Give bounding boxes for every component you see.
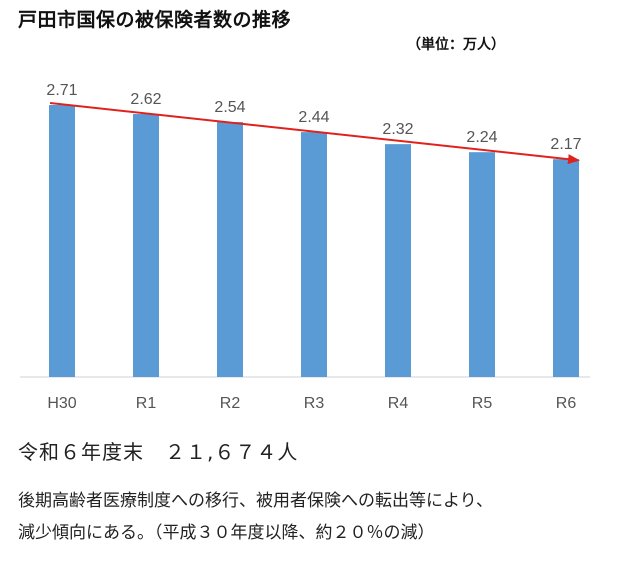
note-line-1: 後期高齢者医療制度への移行、被用者保険への転出等により、 [18,491,493,511]
value-label-r6: 2.17 [550,136,581,153]
value-label-h30: 2.71 [46,82,77,99]
bar-r3 [301,132,327,377]
value-label-r1: 2.62 [130,91,161,108]
x-tick-label-h30: H30 [47,395,76,412]
bar-h30 [49,105,75,377]
x-tick-label-r1: R1 [136,395,157,412]
chart-title: 戸田市国保の被保険者数の推移 [18,9,292,31]
bar-r1 [133,114,159,378]
x-tick-label-r3: R3 [304,395,325,412]
x-tick-label-r5: R5 [472,395,493,412]
bar-chart: 2.71 2.62 2.54 2.44 2.32 2.24 2.17 H30 R1 R2 R3 R4… [20,82,590,412]
value-label-r2: 2.54 [214,99,245,116]
value-label-r3: 2.44 [298,109,329,126]
fiscal-year-end-summary: 令和６年度末 ２１,６７４人 [18,440,299,464]
value-label-r5: 2.24 [466,129,497,146]
note-line-2: 減少傾向にある。（平成３０年度以降、約２０％の減） [18,523,435,543]
bar-r4 [385,144,411,377]
trend-arrow [49,102,580,165]
bar-r2 [217,122,243,377]
bar-r6 [553,159,579,377]
x-tick-label-r2: R2 [220,395,241,412]
bar-r5 [469,152,495,377]
x-tick-label-r4: R4 [388,395,409,412]
value-label-r4: 2.32 [382,121,413,138]
x-tick-label-r6: R6 [556,395,577,412]
unit-label: （単位：万人） [407,37,505,53]
